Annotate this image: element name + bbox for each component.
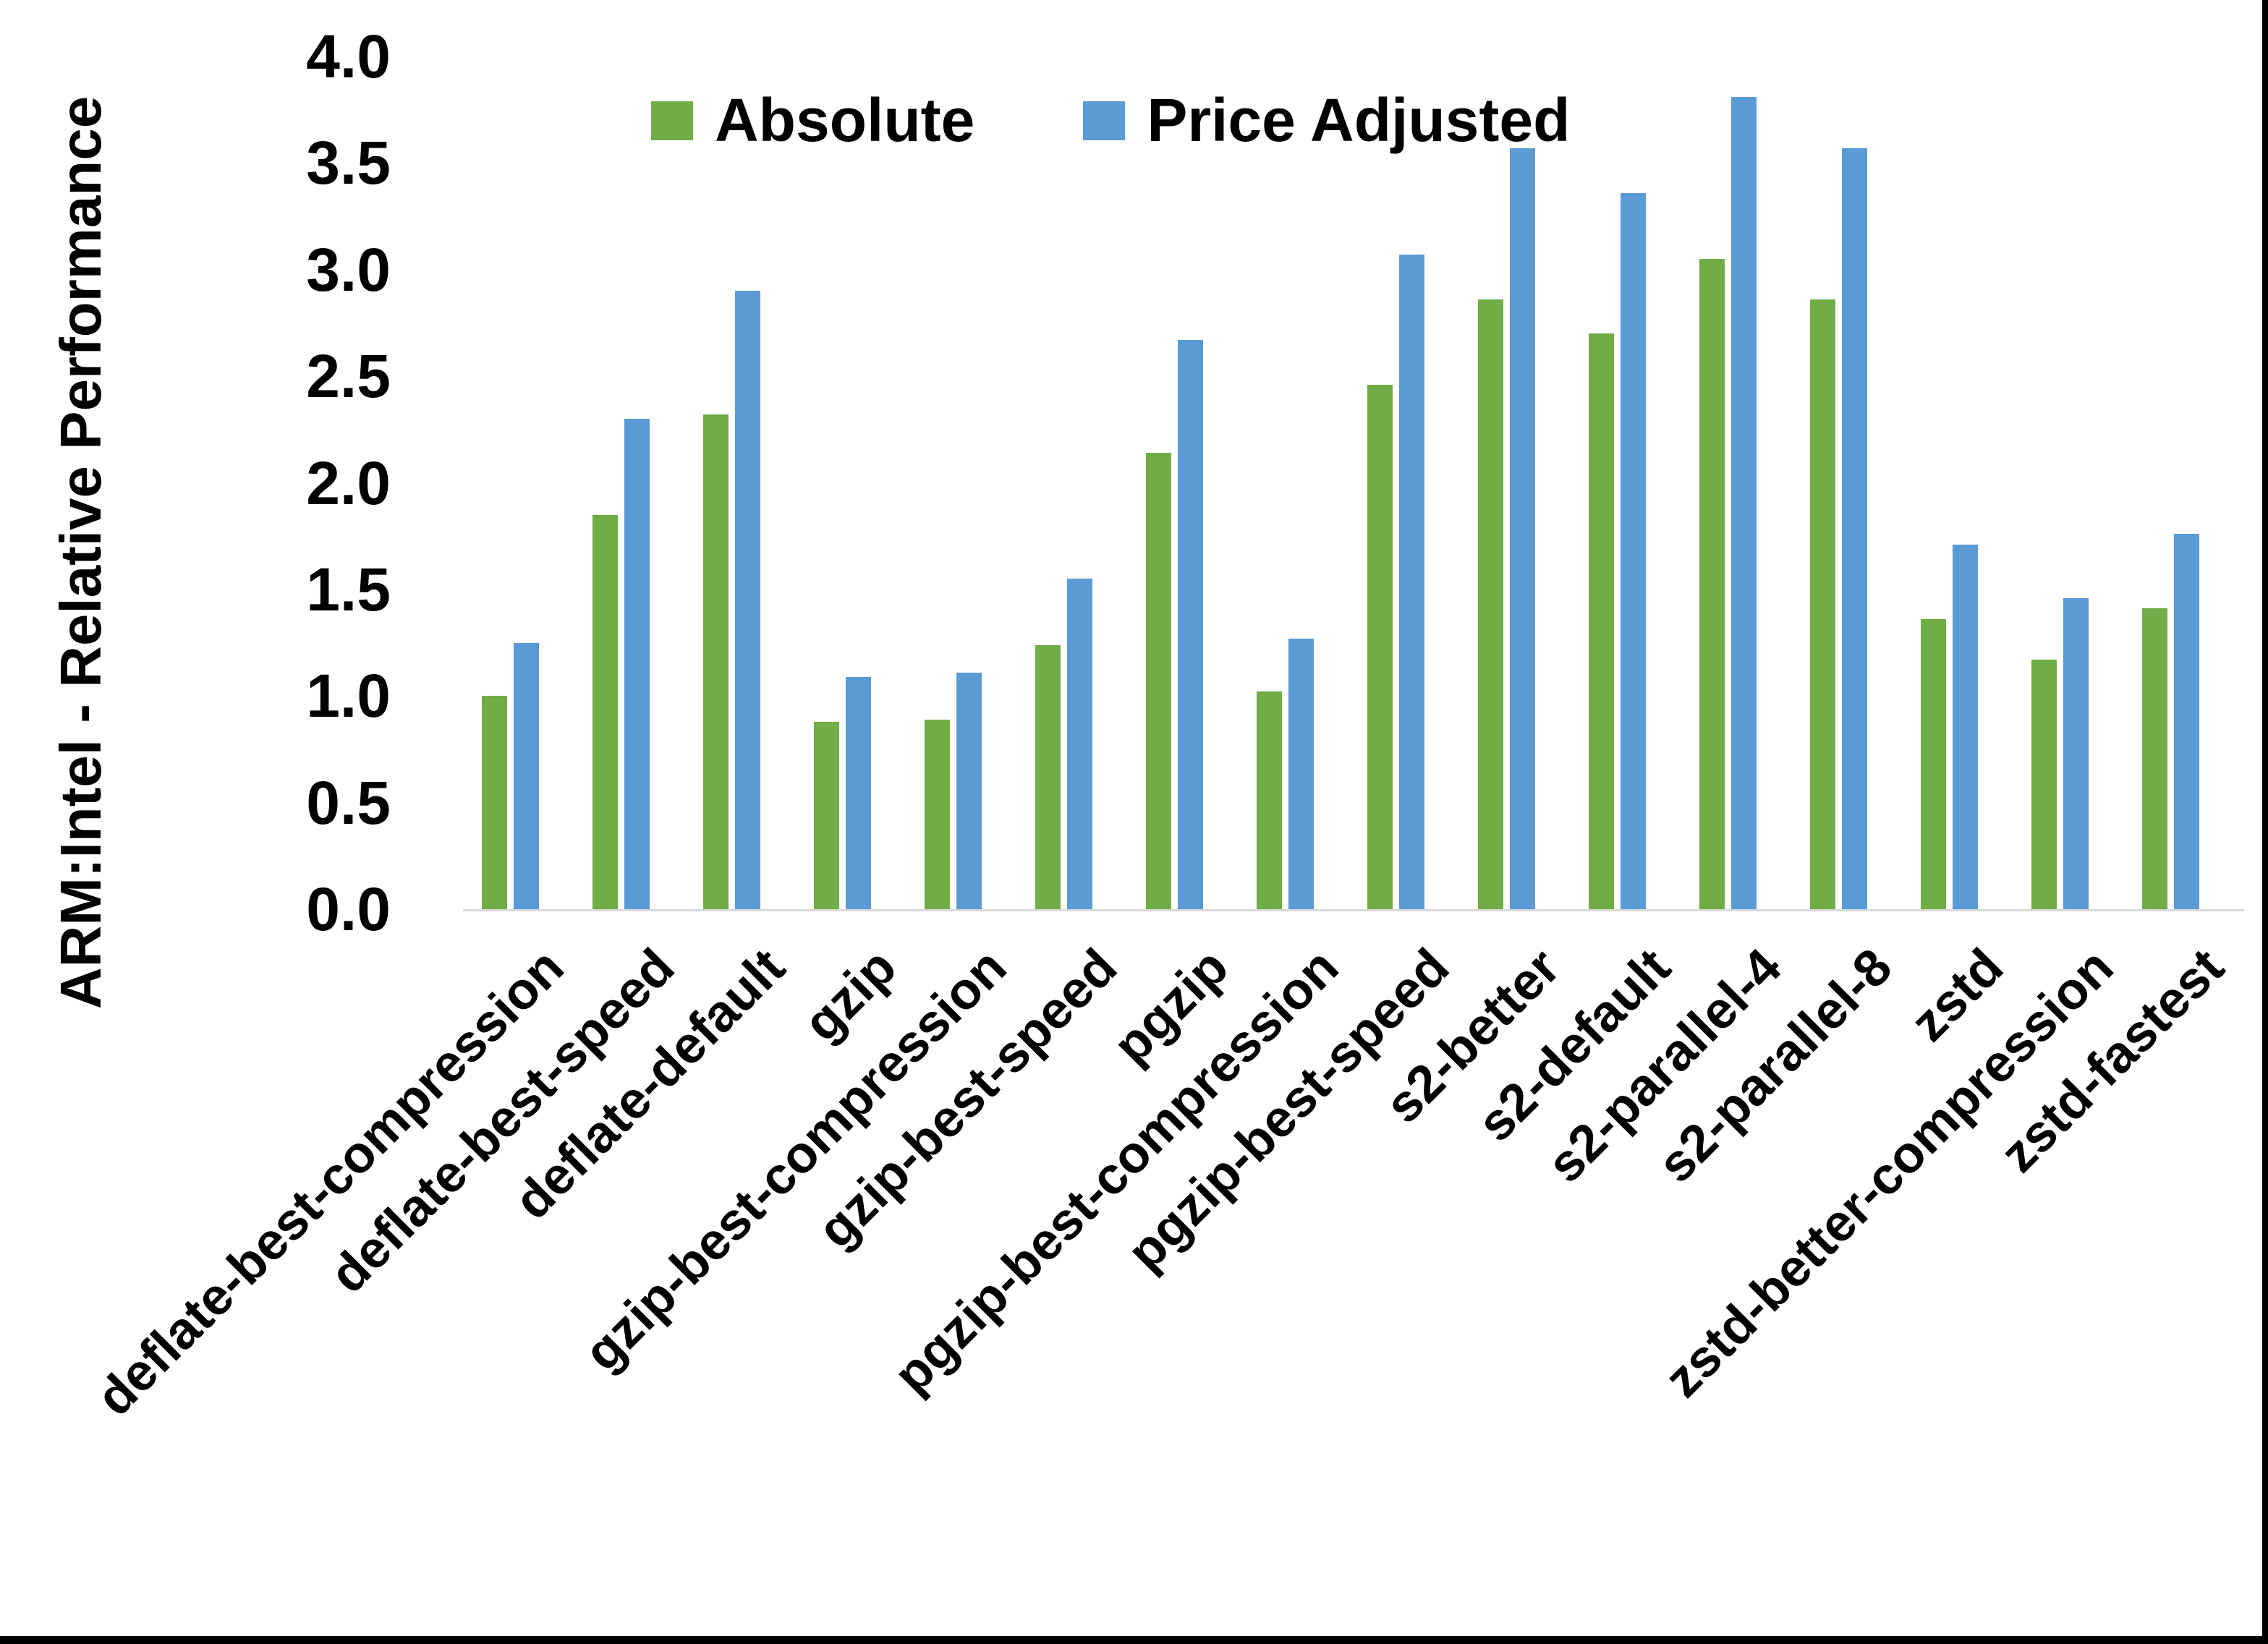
legend-label: Price Adjusted bbox=[1147, 86, 1571, 154]
bar-absolute-pgzip-best-compression bbox=[1257, 691, 1282, 909]
bar-price-adjusted-zstd-better-compression bbox=[2063, 597, 2089, 909]
bar-price-adjusted-gzip-best-speed bbox=[1067, 579, 1092, 909]
bar-absolute-deflate-best-compression bbox=[482, 696, 507, 909]
bar-absolute-pgzip bbox=[1146, 453, 1171, 909]
bar-price-adjusted-deflate-best-speed bbox=[624, 419, 650, 909]
chart-legend: Absolute Price Adjusted bbox=[651, 85, 1570, 156]
bar-absolute-s2-parallel-8 bbox=[1810, 299, 1835, 909]
bar-absolute-s2-default bbox=[1589, 333, 1614, 909]
legend-swatch-icon bbox=[1083, 101, 1126, 140]
bar-price-adjusted-s2-better bbox=[1510, 148, 1535, 909]
bar-price-adjusted-deflate-default bbox=[735, 291, 760, 909]
bar-absolute-zstd-better-compression bbox=[2031, 660, 2057, 909]
bar-absolute-deflate-best-speed bbox=[593, 514, 618, 909]
bar-absolute-gzip bbox=[814, 721, 839, 909]
legend-swatch-icon bbox=[651, 101, 693, 140]
y-tick-label: 4.0 bbox=[306, 22, 391, 90]
bar-price-adjusted-s2-parallel-8 bbox=[1842, 148, 1867, 909]
y-tick-label: 0.5 bbox=[306, 768, 391, 837]
bar-price-adjusted-pgzip bbox=[1178, 340, 1203, 909]
bar-absolute-gzip-best-compression bbox=[925, 719, 950, 909]
y-axis-title: ARM:Intel - Relative Performance bbox=[48, 95, 113, 1010]
x-category-label: deflate-best-compression bbox=[85, 937, 575, 1427]
bar-absolute-s2-better bbox=[1478, 299, 1503, 909]
legend-label: Absolute bbox=[715, 86, 975, 154]
legend-item-price-adjusted: Price Adjusted bbox=[1083, 85, 1570, 156]
bar-absolute-zstd bbox=[1921, 619, 1946, 909]
bar-absolute-s2-parallel-4 bbox=[1699, 259, 1725, 909]
y-tick-label: 1.5 bbox=[306, 555, 391, 623]
bar-price-adjusted-gzip-best-compression bbox=[956, 672, 982, 909]
bar-price-adjusted-gzip bbox=[846, 676, 871, 909]
bar-price-adjusted-zstd bbox=[1953, 544, 1978, 909]
y-tick-label: 3.0 bbox=[306, 235, 391, 304]
y-tick-label: 2.5 bbox=[306, 342, 391, 411]
bar-absolute-pgzip-best-speed bbox=[1367, 384, 1393, 909]
bar-price-adjusted-zstd-fastest bbox=[2174, 534, 2199, 909]
y-tick-label: 1.0 bbox=[306, 662, 391, 731]
bar-absolute-gzip-best-speed bbox=[1035, 644, 1061, 909]
screen-border-bottom bbox=[0, 1636, 2268, 1644]
bar-price-adjusted-s2-parallel-4 bbox=[1731, 97, 1757, 909]
screen-border-right bbox=[2262, 0, 2268, 1644]
y-tick-label: 3.5 bbox=[306, 129, 391, 197]
bar-price-adjusted-deflate-best-compression bbox=[514, 642, 539, 909]
legend-item-absolute: Absolute bbox=[651, 85, 974, 156]
y-tick-label: 0.0 bbox=[306, 875, 391, 943]
x-axis-line bbox=[463, 909, 2244, 911]
bar-price-adjusted-s2-default bbox=[1621, 192, 1646, 909]
y-tick-label: 2.0 bbox=[306, 448, 391, 517]
bar-price-adjusted-pgzip-best-speed bbox=[1399, 255, 1424, 909]
bar-absolute-deflate-default bbox=[703, 414, 729, 909]
bar-absolute-zstd-fastest bbox=[2142, 608, 2167, 909]
bar-price-adjusted-pgzip-best-compression bbox=[1288, 638, 1314, 909]
